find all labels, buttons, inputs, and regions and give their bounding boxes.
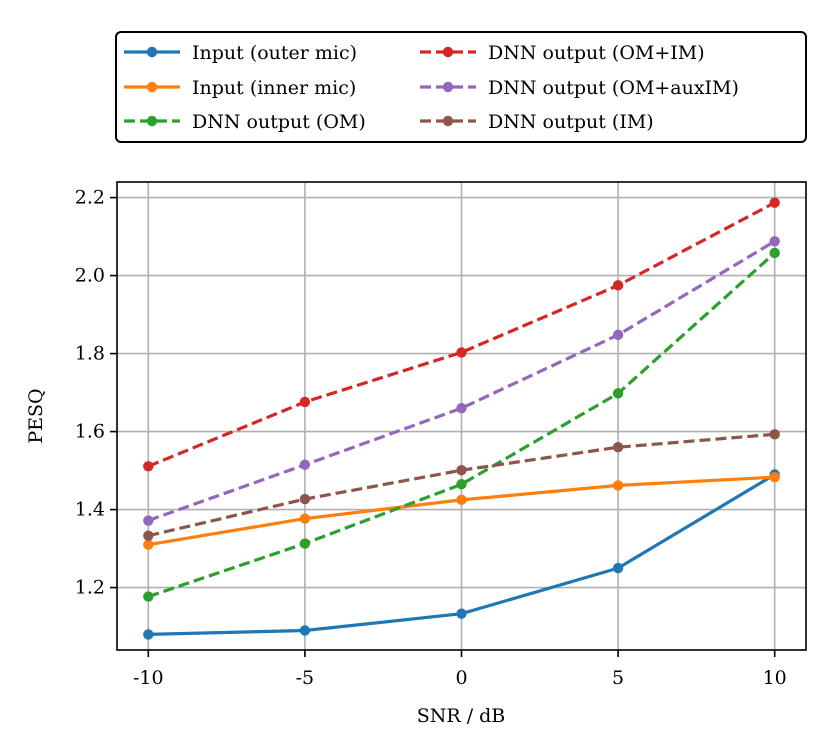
legend-label: DNN output (OM) bbox=[192, 111, 366, 133]
plot-area: -10 -5 0 5 10 1.2 1.4 1.6 1.8 2.0 2.2 bbox=[75, 181, 807, 689]
x-tick-label: -10 bbox=[133, 667, 164, 689]
data-point bbox=[143, 539, 154, 550]
gridlines bbox=[117, 182, 806, 650]
legend-label: Input (inner mic) bbox=[192, 77, 356, 99]
data-point bbox=[143, 530, 154, 541]
y-tick-label: 2.0 bbox=[75, 265, 105, 287]
series-line bbox=[147, 201, 776, 468]
legend-swatch-marker bbox=[442, 81, 454, 93]
data-point bbox=[456, 494, 467, 506]
data-point bbox=[143, 515, 154, 526]
legend-entry-dnn-output-om-im: DNN output (OM+IM) bbox=[420, 42, 705, 64]
series-line bbox=[147, 239, 776, 523]
legend-entry-input-inner-mic: Input (inner mic) bbox=[124, 77, 356, 99]
data-point bbox=[612, 562, 624, 574]
data-point bbox=[769, 247, 780, 259]
data-point bbox=[143, 629, 154, 640]
legend-label: DNN output (IM) bbox=[488, 111, 654, 133]
data-point bbox=[769, 472, 780, 483]
data-point bbox=[612, 388, 624, 399]
x-tick-label: 0 bbox=[455, 667, 467, 689]
y-tick-label: 2.2 bbox=[75, 187, 105, 209]
x-tick-label: 10 bbox=[763, 667, 787, 689]
legend-swatch-marker bbox=[146, 115, 158, 127]
data-point bbox=[769, 429, 780, 440]
data-point bbox=[299, 625, 311, 636]
data-point bbox=[299, 493, 311, 505]
y-tick-label: 1.4 bbox=[75, 499, 105, 521]
series-input-inner-mic bbox=[143, 472, 780, 550]
x-axis-label: SNR / dB bbox=[417, 705, 506, 727]
data-point bbox=[456, 347, 467, 358]
x-tick-label: 5 bbox=[612, 667, 624, 689]
legend-entry-input-outer-mic: Input (outer mic) bbox=[124, 42, 357, 64]
ticks: -10 -5 0 5 10 1.2 1.4 1.6 1.8 2.0 2.2 bbox=[75, 187, 787, 689]
legend-entries: Input (outer mic) Input (inner mic) DNN ou… bbox=[124, 42, 739, 133]
data-point bbox=[769, 236, 780, 247]
data-point bbox=[612, 329, 624, 341]
legend-swatch-marker bbox=[442, 115, 454, 127]
series-line bbox=[147, 251, 776, 599]
data-point bbox=[612, 280, 624, 291]
data-point bbox=[456, 479, 467, 490]
data-point bbox=[299, 396, 311, 408]
series-dnn-output-im bbox=[143, 429, 780, 541]
y-tick-label: 1.6 bbox=[75, 421, 105, 443]
data-point bbox=[143, 461, 154, 472]
data-point bbox=[456, 608, 467, 619]
legend-swatch-marker bbox=[146, 46, 158, 58]
data-point bbox=[769, 197, 780, 208]
legend-label: DNN output (OM+auxIM) bbox=[488, 77, 739, 99]
series-layer bbox=[143, 197, 780, 640]
data-point bbox=[456, 403, 467, 414]
x-tick-label: -5 bbox=[296, 667, 315, 689]
legend-entry-dnn-output-om: DNN output (OM) bbox=[124, 111, 366, 133]
y-axis-label: PESQ bbox=[25, 388, 47, 443]
series-dnn-output-om-auxim bbox=[143, 236, 780, 526]
legend-swatch-marker bbox=[442, 46, 454, 58]
data-point bbox=[612, 480, 624, 491]
data-point bbox=[612, 442, 624, 453]
data-point bbox=[456, 465, 467, 476]
data-point bbox=[143, 591, 154, 602]
legend-entry-dnn-output-im: DNN output (IM) bbox=[420, 111, 654, 133]
legend-swatch-marker bbox=[146, 81, 158, 93]
y-tick-label: 1.2 bbox=[75, 577, 105, 599]
data-point bbox=[299, 459, 311, 470]
legend: Input (outer mic) Input (inner mic) DNN ou… bbox=[115, 31, 807, 143]
series-dnn-output-om-im bbox=[143, 197, 780, 472]
legend-label: DNN output (OM+IM) bbox=[488, 42, 705, 64]
data-point bbox=[299, 538, 311, 549]
data-point bbox=[299, 513, 311, 524]
y-tick-label: 1.8 bbox=[75, 343, 105, 365]
legend-entry-dnn-output-om-auxim: DNN output (OM+auxIM) bbox=[420, 77, 739, 99]
series-dnn-output-om bbox=[143, 247, 780, 602]
legend-label: Input (outer mic) bbox=[192, 42, 357, 64]
